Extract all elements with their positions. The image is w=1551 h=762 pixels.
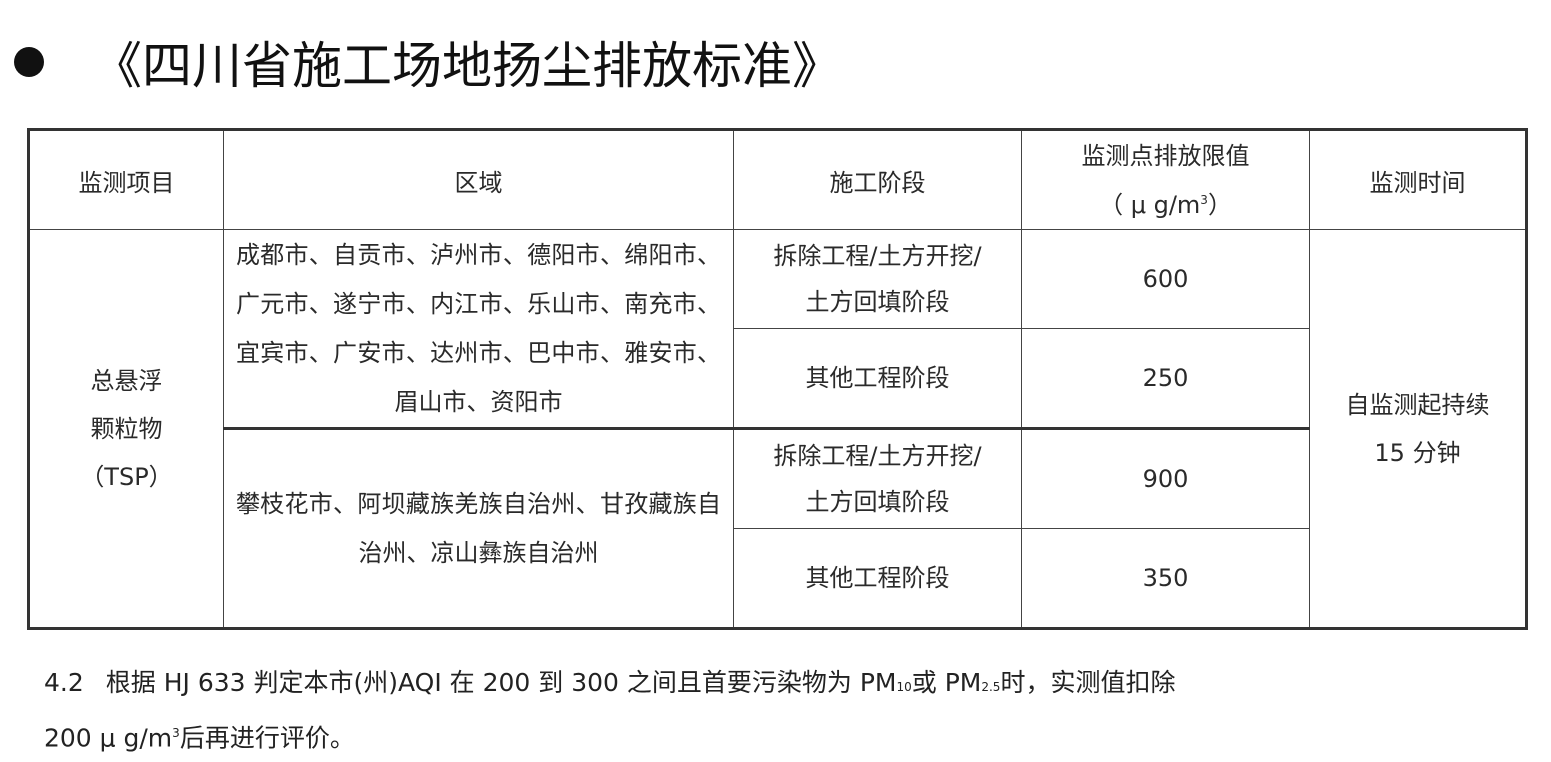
region-cell: 成都市、自贡市、泸州市、德阳市、绵阳市、广元市、遂宁市、内江市、乐山市、南充市、… [223,229,734,430]
stage-cell: 拆除工程/土方开挖/土方回填阶段 [733,229,1022,329]
stage-cell: 拆除工程/土方开挖/土方回填阶段 [733,428,1022,529]
table-row: 总悬浮 颗粒物 （TSP） 成都市、自贡市、泸州市、德阳市、绵阳市、广元市、遂宁市、… [28,229,1527,629]
header-item: 监测项目 [28,129,224,230]
bullet-icon [14,47,44,77]
table-row: 攀枝花市、阿坝藏族羌族自治州、甘孜藏族自治州、凉山彝族自治州 拆除工程/土方开挖… [29,428,1527,629]
header-limit: 监测点排放限值 （ μ g/m3） [1021,129,1310,230]
region-cell: 攀枝花市、阿坝藏族羌族自治州、甘孜藏族自治州、凉山彝族自治州 [223,428,734,629]
item-cell: 总悬浮 颗粒物 （TSP） [28,229,224,629]
limit-cell: 900 [1021,428,1310,529]
stage-cell: 其他工程阶段 [733,328,1022,430]
table-header-row: 监测项目 区域 施工阶段 监测点排放限值 （ μ g/m3） 监测时间 [28,129,1527,230]
stage-cell: 其他工程阶段 [733,528,1022,629]
limit-cell: 350 [1021,528,1310,629]
page-title: 《四川省施工场地扬尘排放标准》 [12,22,842,102]
title-text: 《四川省施工场地扬尘排放标准》 [92,37,842,95]
table-row: 其他工程阶段 250 [29,328,1527,430]
time-cell: 自监测起持续 15 分钟 [1309,229,1527,629]
table-row: 其他工程阶段 350 [29,528,1527,629]
header-stage: 施工阶段 [733,129,1022,230]
limit-cell: 250 [1021,328,1310,430]
note-paragraph: 4.2 根据 HJ 633 判定本市(州)AQI 在 200 到 300 之间且首… [44,668,1176,753]
limit-cell: 600 [1021,229,1310,329]
emission-standard-table: 监测项目 区域 施工阶段 监测点排放限值 （ μ g/m3） 监测时间 总悬浮颗… [27,128,1528,630]
header-time: 监测时间 [1309,129,1527,230]
header-region: 区域 [223,129,734,230]
